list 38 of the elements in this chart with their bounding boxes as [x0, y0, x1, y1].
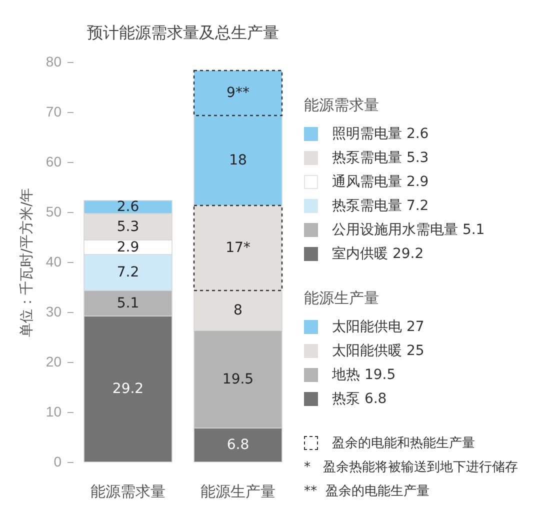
legend-label: 太阳能供暖 25	[332, 342, 424, 360]
y-tick-label: 70	[46, 104, 62, 120]
text: 能源需求量	[304, 96, 379, 114]
y-axis-title: 单位：千瓦时/平方米/年	[18, 188, 35, 338]
legend-label: 室内供暖 29.2	[332, 245, 424, 263]
data-label: 5.3	[116, 218, 140, 235]
legend-label: 地热 19.5	[332, 366, 396, 384]
legend-label: 热泵 6.8	[332, 390, 387, 408]
y-tick-label: 50	[46, 204, 62, 220]
y-tick-label: 0	[54, 454, 62, 470]
legend-label: 热泵需电量 5.3	[332, 149, 429, 167]
data-label: 29.2	[112, 381, 144, 397]
y-tick-label: 60	[46, 154, 62, 170]
data-label: 18	[229, 152, 247, 168]
y-tick-label: 10	[46, 404, 62, 420]
data-label: 7.2	[116, 264, 140, 280]
legend-label: 热泵需电量 7.2	[332, 197, 429, 215]
data-label: 6.8	[226, 437, 250, 453]
data-label: 9**	[226, 85, 250, 101]
legend-label: 公用设施用水需电量 5.1	[332, 221, 485, 239]
data-label: 2.6	[116, 199, 140, 215]
data-label: 8	[234, 302, 242, 318]
data-label: 17*	[226, 240, 250, 256]
y-tick-label: 20	[46, 354, 62, 370]
data-label: 19.5	[222, 371, 254, 388]
legend-label: 照明需电量 2.6	[332, 125, 429, 143]
text: * 盈余热能将被输送到地下进行储存	[304, 459, 518, 476]
legend-label: 太阳能供电 27	[332, 318, 424, 336]
y-tick-label: 40	[46, 254, 62, 270]
legend-label: 通风需电量 2.9	[332, 173, 429, 191]
text: 盈余的电能和热能生产量	[332, 435, 475, 452]
text: ** 盈余的电能生产量	[304, 483, 430, 500]
chart-title: 预计能源需求量及总生产量	[87, 23, 279, 42]
text: 能源生产量	[304, 289, 379, 307]
data-label: 2.9	[116, 239, 140, 256]
data-label: 5.1	[116, 295, 140, 312]
y-tick-label: 30	[46, 304, 62, 320]
y-tick-label: 80	[46, 54, 62, 70]
